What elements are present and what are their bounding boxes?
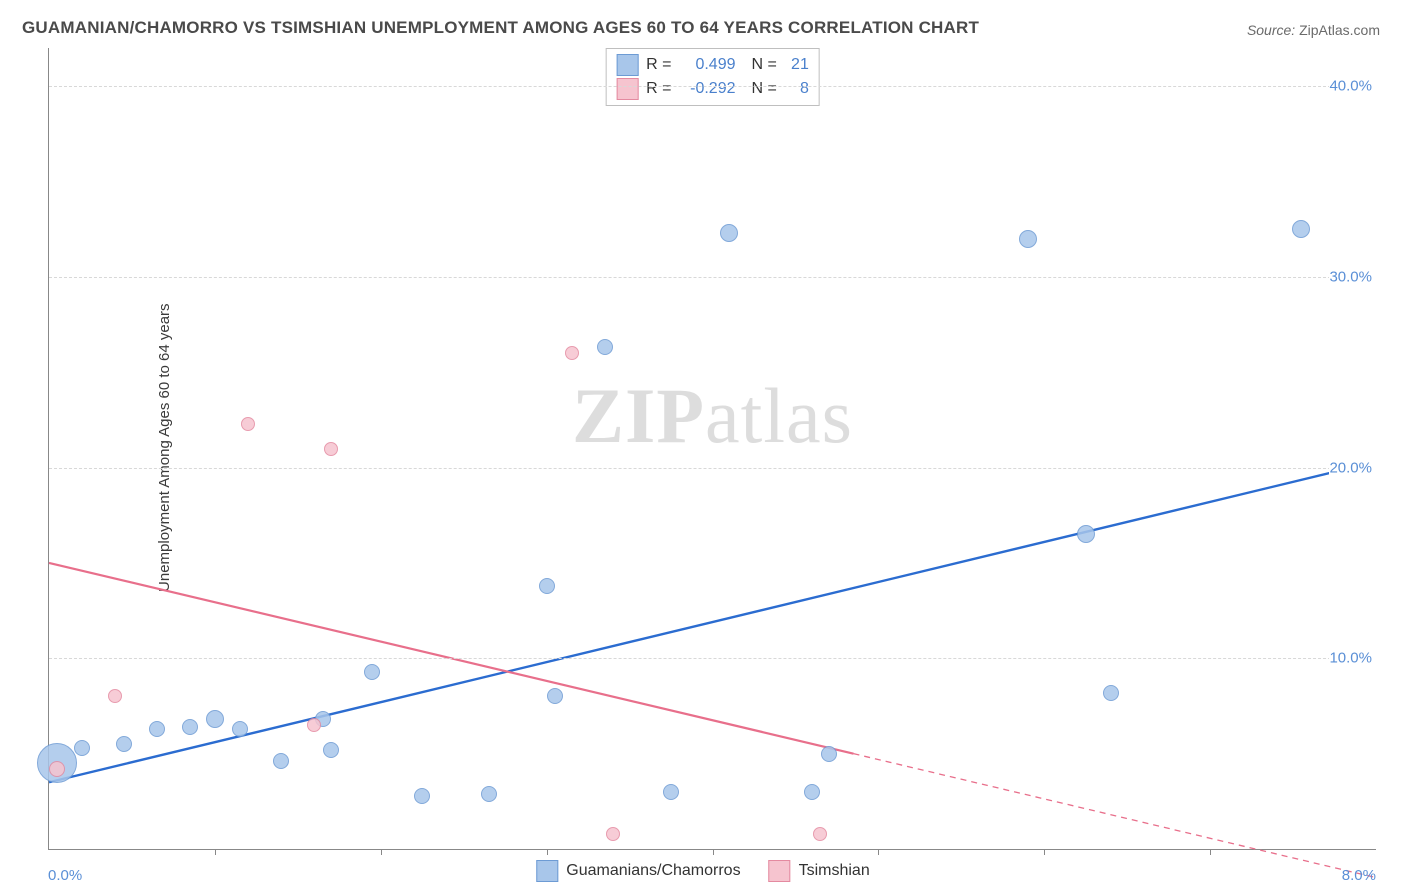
x-tick [1044, 849, 1045, 855]
data-point [663, 784, 679, 800]
gridline [49, 86, 1376, 87]
data-point [720, 224, 738, 242]
n-label: N = [752, 80, 777, 98]
data-point [149, 721, 165, 737]
data-point [232, 721, 248, 737]
y-tick-label: 20.0% [1329, 459, 1378, 476]
trend-line [49, 462, 1376, 782]
x-axis-max-label: 8.0% [1342, 867, 1376, 884]
x-tick [878, 849, 879, 855]
data-point [813, 827, 827, 841]
data-point [414, 788, 430, 804]
plot-area: ZIPatlas R = 0.499 N = 21 R = -0.292 N =… [48, 48, 1376, 850]
trend-lines-layer [49, 48, 1376, 849]
x-tick [215, 849, 216, 855]
n-value: 21 [785, 56, 809, 74]
x-tick [381, 849, 382, 855]
data-point [1292, 220, 1310, 238]
source-label: Source: [1247, 22, 1295, 38]
data-point [324, 442, 338, 456]
legend-swatch [616, 54, 638, 76]
data-point [1019, 230, 1037, 248]
source-attribution: Source: ZipAtlas.com [1247, 22, 1380, 38]
data-point [364, 664, 380, 680]
n-value: 8 [785, 80, 809, 98]
y-tick-label: 40.0% [1329, 78, 1378, 95]
y-tick-label: 30.0% [1329, 268, 1378, 285]
data-point [565, 346, 579, 360]
legend-swatch [536, 860, 558, 882]
trend-line [853, 754, 1376, 878]
n-label: N = [752, 56, 777, 74]
data-point [821, 746, 837, 762]
data-point [539, 578, 555, 594]
r-value: -0.292 [680, 80, 736, 98]
data-point [182, 719, 198, 735]
data-point [1077, 525, 1095, 543]
correlation-box: R = 0.499 N = 21 R = -0.292 N = 8 [605, 48, 820, 106]
legend-item: Guamanians/Chamorros [536, 860, 740, 882]
legend-swatch [769, 860, 791, 882]
data-point [606, 827, 620, 841]
correlation-row: R = 0.499 N = 21 [614, 53, 811, 77]
y-tick-label: 10.0% [1329, 650, 1378, 667]
chart-title: GUAMANIAN/CHAMORRO VS TSIMSHIAN UNEMPLOY… [22, 18, 979, 38]
legend-swatch [616, 78, 638, 100]
source-value: ZipAtlas.com [1299, 22, 1380, 38]
data-point [481, 786, 497, 802]
correlation-row: R = -0.292 N = 8 [614, 77, 811, 101]
r-label: R = [646, 80, 671, 98]
x-tick [547, 849, 548, 855]
r-label: R = [646, 56, 671, 74]
legend-label: Tsimshian [799, 862, 870, 880]
gridline [49, 658, 1376, 659]
data-point [323, 742, 339, 758]
data-point [804, 784, 820, 800]
data-point [206, 710, 224, 728]
data-point [547, 688, 563, 704]
data-point [1103, 685, 1119, 701]
data-point [597, 339, 613, 355]
data-point [74, 740, 90, 756]
gridline [49, 468, 1376, 469]
data-point [307, 718, 321, 732]
x-axis-min-label: 0.0% [48, 867, 82, 884]
data-point [108, 689, 122, 703]
data-point [49, 761, 65, 777]
legend-item: Tsimshian [769, 860, 870, 882]
legend: Guamanians/Chamorros Tsimshian [530, 860, 875, 882]
data-point [241, 417, 255, 431]
x-tick [1210, 849, 1211, 855]
gridline [49, 277, 1376, 278]
data-point [273, 753, 289, 769]
legend-label: Guamanians/Chamorros [566, 862, 740, 880]
data-point [116, 736, 132, 752]
r-value: 0.499 [680, 56, 736, 74]
x-tick [713, 849, 714, 855]
